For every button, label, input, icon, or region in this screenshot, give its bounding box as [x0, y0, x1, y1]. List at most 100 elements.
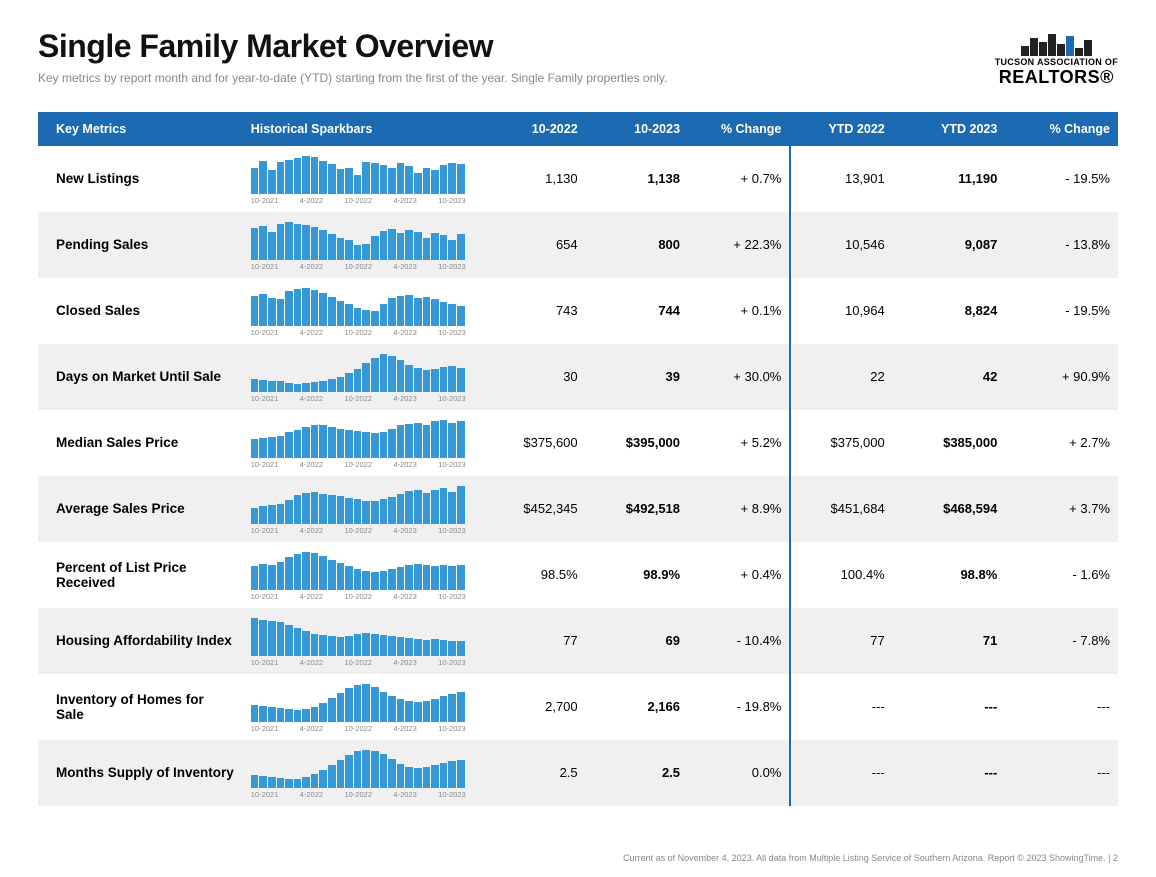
metric-label: Months Supply of Inventory [38, 740, 243, 806]
spark-axis: 10-20214-202210-20224-202310-2023 [251, 262, 466, 271]
metric-value: $452,345 [483, 476, 585, 542]
metric-value: - 19.8% [688, 674, 790, 740]
metric-label: Days on Market Until Sale [38, 344, 243, 410]
metric-value: 69 [586, 608, 688, 674]
metric-value: 13,901 [790, 146, 892, 212]
metric-value: 8,824 [893, 278, 1006, 344]
metric-value: - 7.8% [1005, 608, 1118, 674]
table-row: Months Supply of Inventory10-20214-20221… [38, 740, 1118, 806]
metric-value: $395,000 [586, 410, 688, 476]
metric-value: $468,594 [893, 476, 1006, 542]
metric-value: --- [1005, 740, 1118, 806]
metric-value: 11,190 [893, 146, 1006, 212]
metric-value: $375,600 [483, 410, 585, 476]
spark-axis: 10-20214-202210-20224-202310-2023 [251, 460, 466, 469]
sparkbars [251, 616, 466, 656]
metric-value: --- [893, 740, 1006, 806]
metric-value: 98.5% [483, 542, 585, 608]
sparkbars [251, 286, 466, 326]
spark-axis: 10-20214-202210-20224-202310-2023 [251, 592, 466, 601]
metric-value: + 22.3% [688, 212, 790, 278]
sparkbar-cell: 10-20214-202210-20224-202310-2023 [243, 740, 484, 806]
page-footer: Current as of November 4, 2023. All data… [623, 853, 1118, 863]
metric-value: - 19.5% [1005, 278, 1118, 344]
table-row: New Listings10-20214-202210-20224-202310… [38, 146, 1118, 212]
metric-value: 10,964 [790, 278, 892, 344]
metric-value: 654 [483, 212, 585, 278]
sparkbar-cell: 10-20214-202210-20224-202310-2023 [243, 476, 484, 542]
sparkbar-cell: 10-20214-202210-20224-202310-2023 [243, 608, 484, 674]
metric-value: 100.4% [790, 542, 892, 608]
sparkbar-cell: 10-20214-202210-20224-202310-2023 [243, 674, 484, 740]
metric-value: --- [893, 674, 1006, 740]
metric-value: - 1.6% [1005, 542, 1118, 608]
metric-value: 1,130 [483, 146, 585, 212]
table-row: Average Sales Price10-20214-202210-20224… [38, 476, 1118, 542]
sparkbars [251, 550, 466, 590]
skyline-icon [995, 32, 1118, 56]
metric-label: Average Sales Price [38, 476, 243, 542]
page-header: Single Family Market Overview Key metric… [38, 28, 1118, 88]
sparkbars [251, 352, 466, 392]
table-row: Percent of List Price Received10-20214-2… [38, 542, 1118, 608]
metric-value: $451,684 [790, 476, 892, 542]
col-header: 10-2023 [586, 112, 688, 146]
metric-value: 2.5 [483, 740, 585, 806]
sparkbar-cell: 10-20214-202210-20224-202310-2023 [243, 410, 484, 476]
metric-value: + 0.4% [688, 542, 790, 608]
table-row: Closed Sales10-20214-202210-20224-202310… [38, 278, 1118, 344]
sparkbars [251, 220, 466, 260]
sparkbars [251, 154, 466, 194]
metric-value: - 10.4% [688, 608, 790, 674]
metric-value: $375,000 [790, 410, 892, 476]
metric-value: 1,138 [586, 146, 688, 212]
metric-value: - 13.8% [1005, 212, 1118, 278]
metric-value: 10,546 [790, 212, 892, 278]
spark-axis: 10-20214-202210-20224-202310-2023 [251, 658, 466, 667]
metric-value: $385,000 [893, 410, 1006, 476]
title-block: Single Family Market Overview Key metric… [38, 28, 667, 85]
metric-value: --- [1005, 674, 1118, 740]
sparkbar-cell: 10-20214-202210-20224-202310-2023 [243, 278, 484, 344]
metric-label: Pending Sales [38, 212, 243, 278]
metric-value: + 30.0% [688, 344, 790, 410]
metric-value: --- [790, 740, 892, 806]
metric-value: + 0.7% [688, 146, 790, 212]
col-header: Historical Sparkbars [243, 112, 484, 146]
realtor-logo: TUCSON ASSOCIATION OF REALTORS® [995, 28, 1118, 88]
sparkbar-cell: 10-20214-202210-20224-202310-2023 [243, 542, 484, 608]
table-header-row: Key MetricsHistorical Sparkbars10-202210… [38, 112, 1118, 146]
metric-value: + 90.9% [1005, 344, 1118, 410]
col-header: YTD 2022 [790, 112, 892, 146]
sparkbars [251, 484, 466, 524]
metric-value: 743 [483, 278, 585, 344]
col-header: % Change [688, 112, 790, 146]
sparkbars [251, 748, 466, 788]
table-row: Pending Sales 10-20214-202210-20224-20231… [38, 212, 1118, 278]
metric-value: 30 [483, 344, 585, 410]
metric-value: - 19.5% [1005, 146, 1118, 212]
sparkbars [251, 682, 466, 722]
metric-value: + 0.1% [688, 278, 790, 344]
metric-value: 744 [586, 278, 688, 344]
metric-value: + 8.9% [688, 476, 790, 542]
metric-label: Inventory of Homes for Sale [38, 674, 243, 740]
sparkbars [251, 418, 466, 458]
metric-value: 2.5 [586, 740, 688, 806]
metric-value: $492,518 [586, 476, 688, 542]
metric-value: 98.9% [586, 542, 688, 608]
metric-value: 39 [586, 344, 688, 410]
page-title: Single Family Market Overview [38, 28, 667, 65]
metric-value: 77 [790, 608, 892, 674]
metric-label: New Listings [38, 146, 243, 212]
sparkbar-cell: 10-20214-202210-20224-202310-2023 [243, 146, 484, 212]
metric-value: 800 [586, 212, 688, 278]
metric-value: 0.0% [688, 740, 790, 806]
metric-value: 22 [790, 344, 892, 410]
metric-label: Median Sales Price [38, 410, 243, 476]
table-row: Inventory of Homes for Sale10-20214-2022… [38, 674, 1118, 740]
col-header: YTD 2023 [893, 112, 1006, 146]
metric-value: 9,087 [893, 212, 1006, 278]
sparkbar-cell: 10-20214-202210-20224-202310-2023 [243, 344, 484, 410]
metric-value: 42 [893, 344, 1006, 410]
